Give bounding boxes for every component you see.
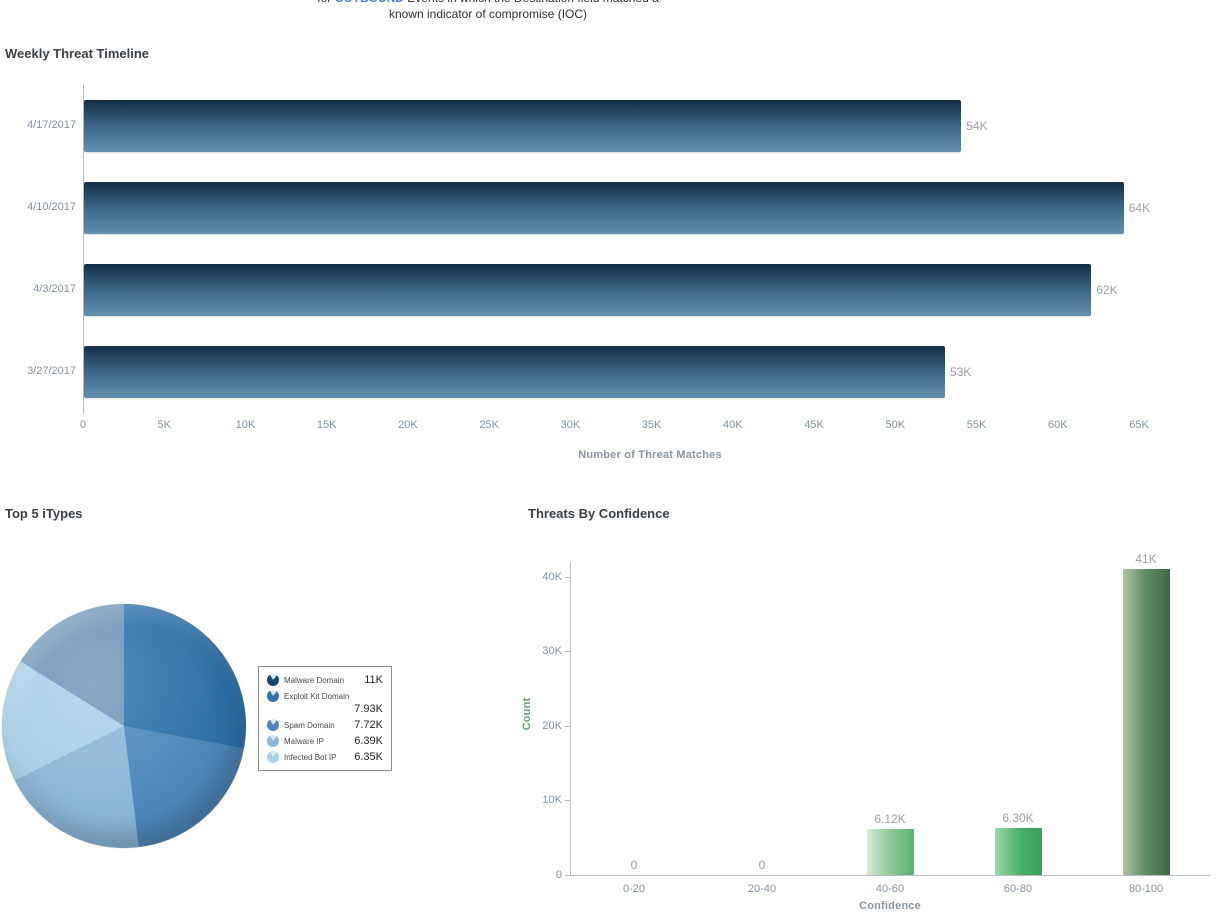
confidence-bar[interactable] (994, 828, 1042, 875)
confidence-bar-value: 41K (1135, 552, 1157, 567)
legend-item[interactable]: Malware Domain 11K (267, 672, 383, 688)
timeline-category-label: 4/17/2017 (27, 119, 76, 131)
threats-by-confidence-chart: Confidence Count 0 10K 20K 30K 40K 0-20 0 20-40… (0, 552, 1222, 914)
confidence-y-tickmark (565, 800, 570, 802)
itypes-legend: Malware Domain 11K Exploit Kit Domain 7.93K… (258, 666, 392, 771)
legend-pie-icon (267, 719, 279, 731)
legend-item-value: 6.39K (354, 735, 383, 747)
confidence-y-axis-title: Count (521, 697, 533, 731)
timeline-x-tick: 55K (966, 419, 987, 431)
timeline-bar-value: 62K (1096, 283, 1118, 297)
timeline-x-tick: 50K (885, 419, 906, 431)
legend-item-label: Spam Domain (284, 720, 335, 730)
confidence-y-tick: 20K (542, 719, 562, 732)
legend-item-label: Malware IP (284, 736, 325, 746)
timeline-x-tick: 25K (479, 419, 499, 431)
legend-item-value: 6.35K (354, 751, 383, 763)
timeline-category-label: 4/3/2017 (33, 283, 76, 295)
confidence-category-label: 80-100 (1128, 883, 1164, 895)
confidence-category-label: 0-20 (622, 883, 646, 895)
legend-pie-icon (267, 674, 279, 686)
legend-pie-icon (267, 751, 279, 763)
confidence-y-tick: 10K (542, 794, 562, 807)
timeline-x-tick: 5K (157, 419, 171, 431)
legend-item-value: 7.72K (354, 719, 383, 731)
confidence-title: Threats By Confidence (528, 506, 670, 521)
timeline-category-label: 3/27/2017 (27, 365, 76, 377)
note-line1-rest: Events in which the Destination field ma… (404, 0, 658, 5)
confidence-y-tick: 0 (555, 869, 562, 881)
confidence-bar[interactable] (866, 829, 914, 875)
confidence-category-label: 60-80 (1003, 883, 1033, 895)
timeline-x-tick: 35K (641, 419, 662, 431)
timeline-bar-value: 64K (1128, 201, 1151, 215)
confidence-bar-value: 0 (758, 858, 766, 872)
legend-pie-icon (267, 735, 279, 747)
legend-item[interactable]: Infected Bot IP 6.35K (267, 749, 383, 765)
timeline-x-tick: 45K (804, 419, 824, 431)
confidence-bar-value: 0 (630, 858, 638, 872)
legend-item[interactable]: Spam Domain 7.72K (267, 717, 383, 733)
confidence-category-label: 20-40 (747, 883, 777, 895)
timeline-x-tick: 0 (79, 419, 87, 431)
note-keyword-outbound[interactable]: OUTBOUND (335, 0, 404, 5)
confidence-y-tickmark (565, 875, 570, 876)
legend-item-value: 11K (364, 674, 383, 686)
panel-description: for OUTBOUND Events in which the Destina… (128, 0, 848, 22)
legend-pie-icon (267, 690, 279, 702)
legend-item[interactable]: Malware IP 6.39K (267, 733, 383, 749)
confidence-y-tickmark (565, 576, 570, 578)
timeline-y-axis-line (83, 85, 84, 414)
legend-item[interactable]: Exploit Kit Domain 7.93K (267, 688, 383, 717)
timeline-x-tick: 40K (723, 419, 743, 431)
legend-item-label: Exploit Kit Domain (284, 691, 350, 701)
timeline-x-tick: 60K (1047, 419, 1068, 431)
timeline-bar[interactable] (84, 346, 946, 398)
note-prefix: for (317, 0, 331, 5)
confidence-category-label: 40-60 (875, 883, 905, 895)
itypes-title: Top 5 iTypes (5, 506, 83, 521)
timeline-bar[interactable] (84, 264, 1092, 316)
confidence-bar-value: 6.30K (1002, 811, 1034, 826)
timeline-x-tick: 20K (398, 419, 418, 431)
timeline-bar[interactable] (84, 100, 962, 152)
confidence-y-tickmark (565, 725, 570, 727)
legend-item-value: 7.93K (354, 703, 383, 715)
confidence-y-tick: 40K (542, 570, 562, 583)
timeline-bar-value: 54K (966, 119, 988, 133)
timeline-x-tick: 15K (316, 419, 337, 431)
timeline-x-tick: 10K (235, 419, 256, 431)
panel-description-line2: known indicator of compromise (IOC) (388, 7, 588, 21)
timeline-x-tick: 30K (560, 419, 581, 431)
confidence-y-tick: 30K (542, 645, 562, 658)
confidence-bar-value: 6.12K (874, 812, 906, 827)
legend-item-label: Infected Bot IP (284, 752, 337, 762)
panel-description-line1: for OUTBOUND Events in which the Destina… (128, 0, 848, 6)
timeline-category-label: 4/10/2017 (27, 201, 76, 213)
timeline-bar-value: 53K (950, 365, 972, 379)
timeline-x-axis-title: Number of Threat Matches (578, 449, 722, 461)
confidence-x-axis-title: Confidence (859, 900, 921, 912)
legend-item-label: Malware Domain (284, 675, 345, 685)
confidence-y-tickmark (565, 651, 570, 653)
timeline-x-tick: 65K (1129, 419, 1149, 431)
itypes-pie-chart[interactable] (2, 604, 246, 848)
timeline-bar[interactable] (84, 182, 1124, 234)
confidence-plot-area (570, 562, 1211, 876)
confidence-bar[interactable] (1122, 569, 1170, 875)
weekly-threat-timeline-chart: Number of Threat Matches 4/17/2017 54K 4/1… (0, 85, 1222, 465)
timeline-title: Weekly Threat Timeline (5, 46, 150, 61)
